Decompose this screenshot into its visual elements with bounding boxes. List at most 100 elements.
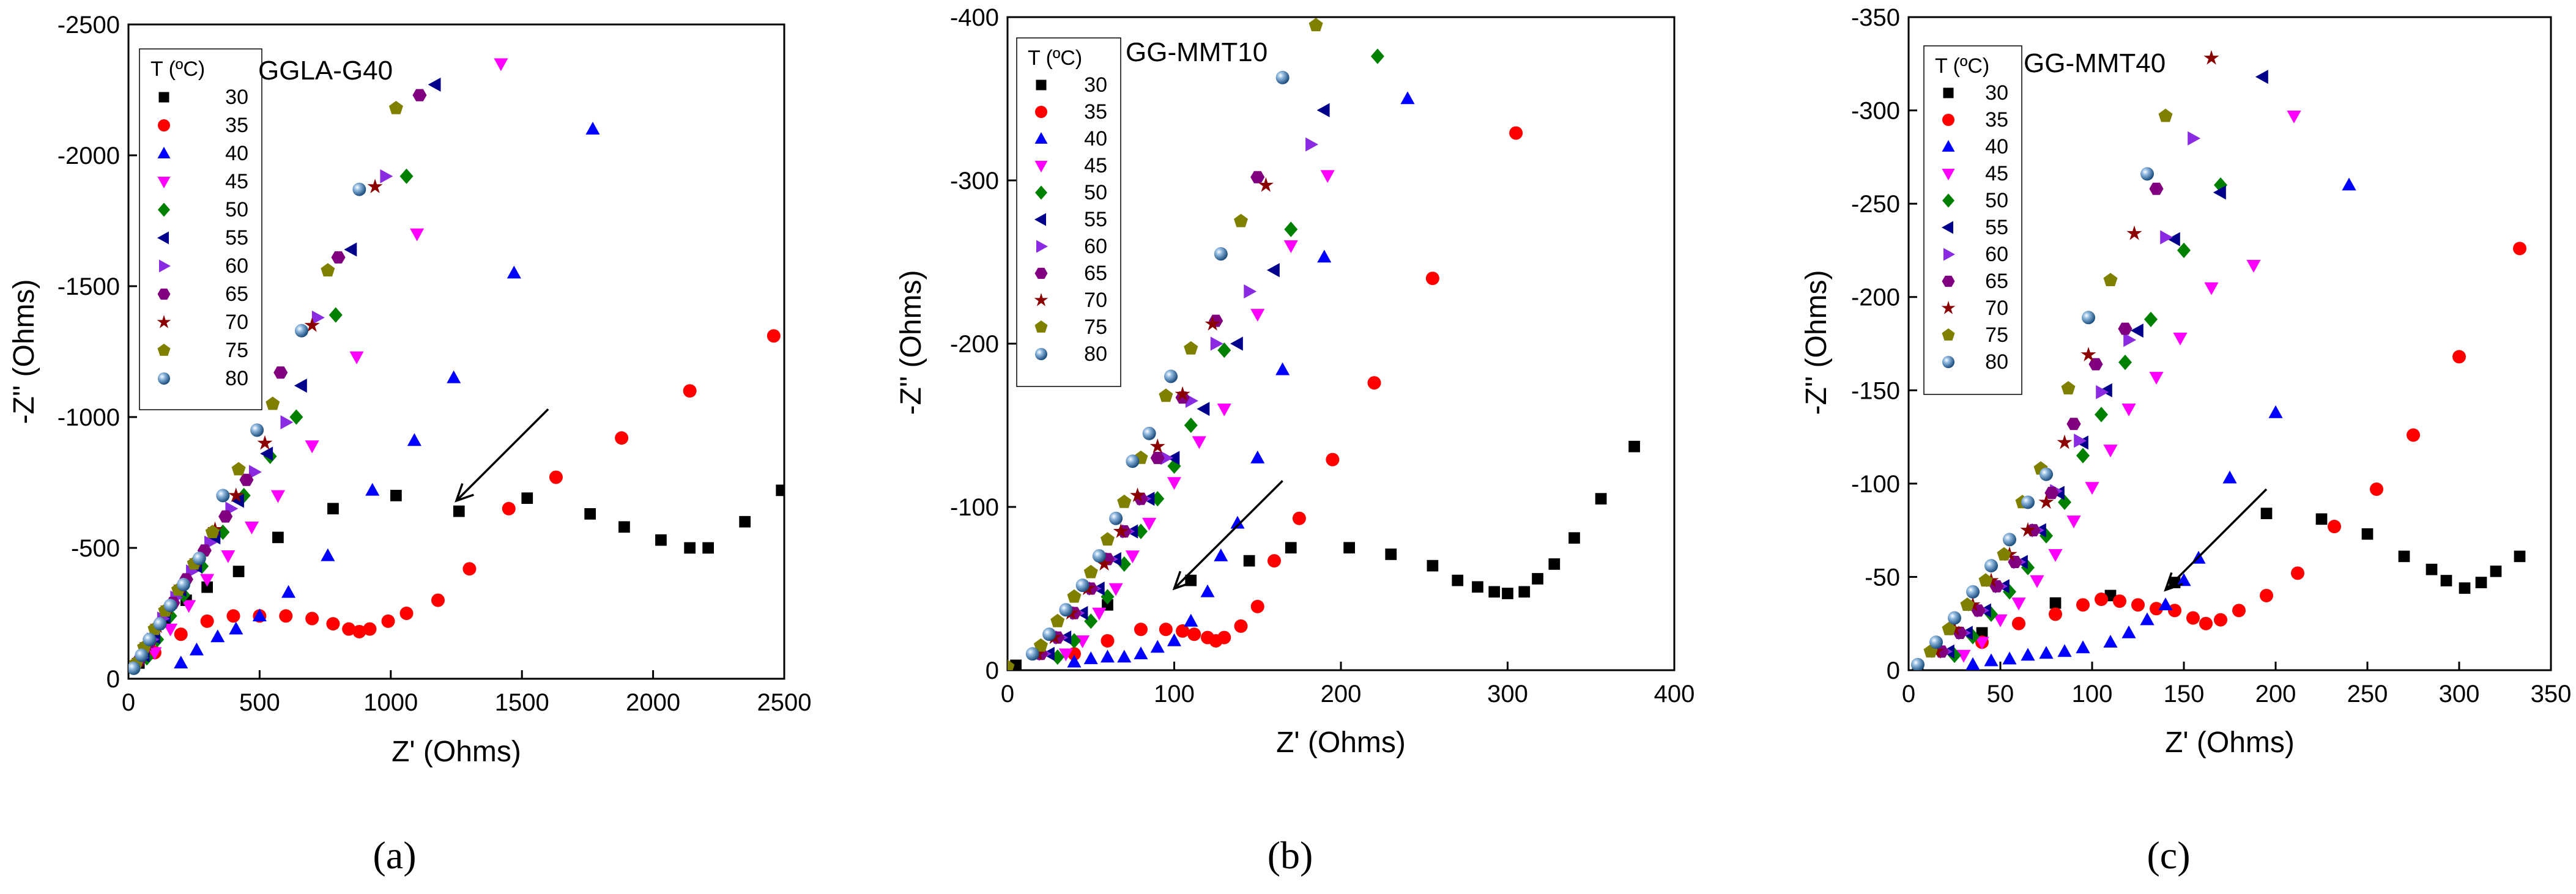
data-point-40 xyxy=(365,482,380,496)
data-point-75 xyxy=(1008,659,1015,670)
data-point-75 xyxy=(1159,388,1173,402)
data-point-40 xyxy=(2039,646,2054,659)
data-point-45 xyxy=(2011,597,2026,611)
data-point-80 xyxy=(1025,647,1039,661)
data-point-70 xyxy=(2038,494,2054,509)
data-point-45 xyxy=(221,550,236,563)
y-tick-label: 0 xyxy=(106,666,120,693)
data-point-60 xyxy=(280,415,294,430)
data-point-75 xyxy=(1997,547,2011,561)
data-point-50 xyxy=(2177,242,2191,259)
data-point-75 xyxy=(231,462,246,476)
data-point-30 xyxy=(1243,555,1255,567)
data-point-40 xyxy=(2002,651,2017,665)
data-point-30 xyxy=(1595,493,1607,504)
data-point-75 xyxy=(1067,589,1082,603)
legend-entry-70: 70 xyxy=(1985,297,2008,320)
data-point-35 xyxy=(1292,511,1306,525)
data-point-40 xyxy=(210,629,225,643)
data-point-35 xyxy=(2131,598,2145,612)
data-point-45 xyxy=(410,228,425,242)
legend-entry-50: 50 xyxy=(225,198,248,221)
panel-label-b: (b) xyxy=(1268,833,1313,877)
data-point-45 xyxy=(2121,404,2136,416)
x-tick-label: 1000 xyxy=(363,689,418,716)
legend-entry-40: 40 xyxy=(1084,127,1107,150)
data-point-40 xyxy=(1150,640,1165,653)
data-point-35 xyxy=(1176,624,1190,638)
data-point-35 xyxy=(1425,272,1439,286)
data-point-40 xyxy=(174,656,188,669)
data-point-60 xyxy=(1210,336,1223,351)
data-point-40 xyxy=(2021,648,2035,661)
data-point-80 xyxy=(163,599,177,613)
plot-frame-c xyxy=(1907,16,2552,671)
legend-entry-75: 75 xyxy=(225,339,248,362)
data-point-30 xyxy=(1385,549,1397,560)
y-axis-label-b: -Z'' (Ohms) xyxy=(895,270,927,415)
data-point-65 xyxy=(2066,418,2081,430)
chart-panel-a: 0 500 1000 1500 2000 2500 0 -500 -1000 -1500 -2000… xyxy=(8,12,811,877)
data-point-80 xyxy=(1142,426,1156,440)
x-tick-label: 300 xyxy=(2439,681,2480,707)
data-point-35 xyxy=(279,609,293,623)
data-point-80 xyxy=(1059,603,1073,617)
data-point-45 xyxy=(2048,549,2063,562)
data-point-65 xyxy=(239,473,254,486)
data-point-30 xyxy=(390,490,402,501)
data-point-30 xyxy=(453,505,465,517)
data-point-45 xyxy=(1975,637,1989,650)
data-point-65 xyxy=(2088,358,2103,371)
x-tick-label: 2000 xyxy=(626,689,680,716)
y-tick-label: -200 xyxy=(1851,284,1900,311)
data-point-75 xyxy=(1234,213,1248,227)
data-point-75 xyxy=(388,100,403,114)
data-point-40 xyxy=(321,548,335,561)
data-point-60 xyxy=(380,169,393,183)
data-point-55 xyxy=(2167,232,2180,246)
data-point-75 xyxy=(1050,613,1065,627)
data-point-40 xyxy=(1965,657,1980,670)
data-point-45 xyxy=(1250,309,1265,322)
data-point-35 xyxy=(766,329,781,343)
data-point-30 xyxy=(2490,565,2502,577)
legend-entry-35: 35 xyxy=(1084,100,1107,124)
data-point-45 xyxy=(1058,648,1073,662)
legend-entry-50: 50 xyxy=(1084,181,1107,204)
data-point-30 xyxy=(655,534,667,546)
data-point-75 xyxy=(1034,638,1048,652)
data-point-65 xyxy=(331,251,346,264)
data-point-35 xyxy=(2012,616,2025,630)
data-point-50 xyxy=(1184,417,1198,434)
data-point-55 xyxy=(2099,383,2112,397)
data-point-40 xyxy=(2121,625,2136,638)
data-points-b xyxy=(1008,18,1640,670)
data-point-35 xyxy=(399,607,414,620)
data-points-c xyxy=(1911,50,2526,670)
data-point-65 xyxy=(2044,487,2059,500)
data-point-30 xyxy=(2440,575,2452,586)
data-point-75 xyxy=(2158,108,2173,122)
legend-entry-30: 30 xyxy=(225,86,248,109)
legend-marker-45 xyxy=(157,177,171,188)
data-point-80 xyxy=(1984,559,1998,573)
data-point-30 xyxy=(1472,581,1483,593)
x-tick-label: 2500 xyxy=(757,689,812,716)
data-point-40 xyxy=(407,433,421,446)
legend-title: T (ºC) xyxy=(150,57,205,81)
legend-marker-50 xyxy=(158,202,170,217)
data-point-45 xyxy=(2030,575,2044,588)
data-point-75 xyxy=(1083,564,1098,578)
legend-marker-70 xyxy=(1034,293,1049,306)
legend-entry-50: 50 xyxy=(1985,189,2008,212)
data-point-45 xyxy=(494,58,508,72)
data-point-50 xyxy=(2095,407,2108,423)
data-point-55 xyxy=(1230,336,1243,351)
data-point-55 xyxy=(2255,70,2268,84)
data-point-30 xyxy=(2315,513,2328,525)
data-point-45 xyxy=(200,574,215,587)
data-point-45 xyxy=(1320,170,1335,183)
data-point-45 xyxy=(1956,649,1971,663)
legend-marker-35 xyxy=(1942,114,1954,126)
data-point-55 xyxy=(1316,103,1330,117)
